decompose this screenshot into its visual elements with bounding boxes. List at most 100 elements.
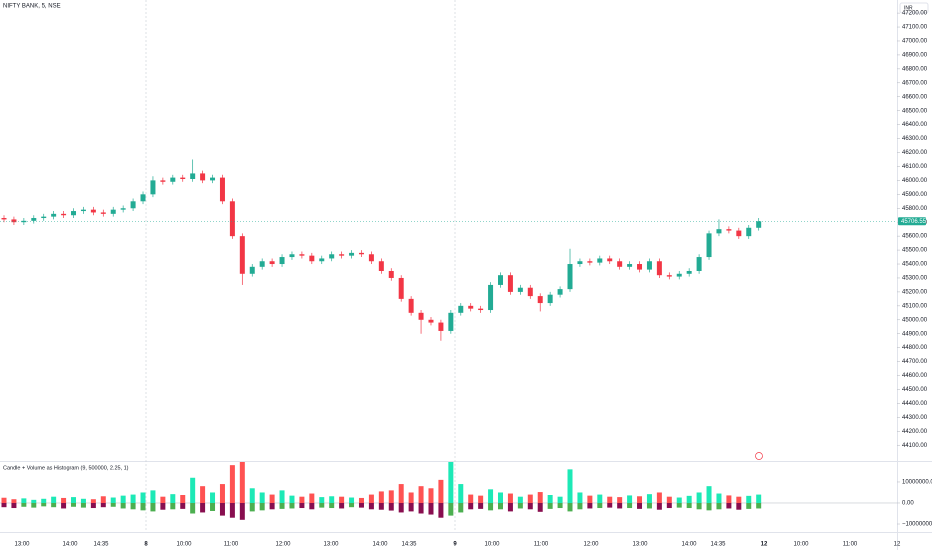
volume-buy-bar [388,490,394,503]
volume-buy-bar [120,495,126,503]
volume-buy-bar [488,489,494,503]
volume-buy-bar [349,497,355,503]
candle-body [130,201,136,209]
volume-sell-bar [160,502,166,510]
volume-sell-bar [31,502,37,508]
volume-sell-bar [388,502,394,511]
volume-sell-bar [41,502,47,507]
y-tick-label: 46500.00 [902,108,928,114]
volume-buy-bar [190,477,196,503]
candle-body [587,261,593,263]
y-tick-label: 47000.00 [902,39,928,45]
volume-sell-bar [478,502,484,509]
y-tick-label: 47100.00 [902,25,928,31]
volume-buy-bar [289,495,295,503]
volume-sell-bar [607,502,613,508]
volume-sell-bar [557,502,563,509]
volume-sell-bar [408,502,414,512]
y-tick-label: 46800.00 [902,66,928,72]
candle-body [736,230,742,237]
y-tick-label: 45900.00 [902,192,928,198]
candle-body [120,208,126,210]
volume-buy-bar [746,495,752,503]
x-tick-label: 12 [894,542,901,548]
candle-body [507,275,513,292]
volume-sell-bar [259,502,265,511]
volume-sell-bar [130,502,136,510]
x-tick-label: 14:00 [372,542,388,548]
y-tick-label: 44900.00 [902,331,928,337]
volume-buy-bar [587,495,593,503]
x-tick-label: 10:00 [176,542,192,548]
volume-sell-bar [398,502,404,513]
candle-body [329,254,335,259]
candle-body [80,209,86,212]
y-tick-label: 46000.00 [902,178,928,184]
candle-body [478,308,484,311]
candle-body [388,270,394,278]
volume-sell-bar [349,502,355,508]
volume-sell-bar [716,502,722,510]
volume-sell-bar [537,502,543,512]
candle-body [676,273,682,277]
currency[interactable]: INR [904,5,913,11]
volume-sell-bar [448,502,454,516]
volume-buy-bar [756,494,762,503]
y-tick-label: 46400.00 [902,122,928,128]
volume-buy-bar [71,497,77,503]
volume-sell-bar [150,502,156,512]
candle-body [537,296,543,304]
x-tick-label: 10:00 [484,542,500,548]
volume-buy-bar [577,492,583,503]
volume-sell-bar [21,502,27,507]
volume-sell-bar [676,502,682,508]
volume-buy-bar [706,486,712,503]
volume-buy-bar [249,488,255,503]
candle-body [279,257,285,265]
volume-sell-bar [547,502,553,509]
candle-body [438,322,444,331]
volume-buy-bar [408,492,414,503]
candle-body [517,287,523,292]
volume-buy-bar [656,492,662,503]
volume-sell-bar [170,502,176,510]
candle-body [110,209,116,214]
volume-sell-bar [249,502,255,512]
y-tick-label: 46200.00 [902,150,928,156]
candle-body [746,227,752,237]
candle-body [756,221,762,228]
x-tick-label: 12:00 [275,542,291,548]
volume-sell-bar [200,502,206,513]
x-tick-label: 11:00 [534,542,549,548]
candle-body [567,264,573,290]
candle-body [299,254,305,256]
x-tick-label: 11:00 [224,542,239,548]
volume-sell-bar [468,502,474,510]
last-price-label: 45706.55 [901,219,927,225]
volume-sell-bar [269,502,275,510]
volume-buy-bar [517,496,523,503]
volume-buy-bar [418,486,424,503]
volume-sell-bar [428,502,434,515]
candle-body [696,257,702,271]
volume-buy-bar [458,484,464,503]
y-tick-label: 46700.00 [902,80,928,86]
candle-body [666,275,672,277]
currency-button[interactable] [899,2,929,14]
candle-body [249,266,255,274]
volume-buy-bar [438,479,444,503]
candle-body [140,194,146,202]
volume-sell-bar [309,502,315,510]
volume-sell-bar [507,502,513,512]
volume-pane [0,462,897,520]
candle-body [259,261,265,267]
candle-body [498,275,503,285]
volume-sell-bar [378,502,384,510]
event-marker[interactable] [755,452,763,460]
candle-body [71,211,77,216]
candle-body [706,233,712,258]
volume-sell-bar [339,502,345,509]
candle-body [339,254,345,256]
volume-sell-bar [498,502,503,510]
candle-body [637,264,643,270]
